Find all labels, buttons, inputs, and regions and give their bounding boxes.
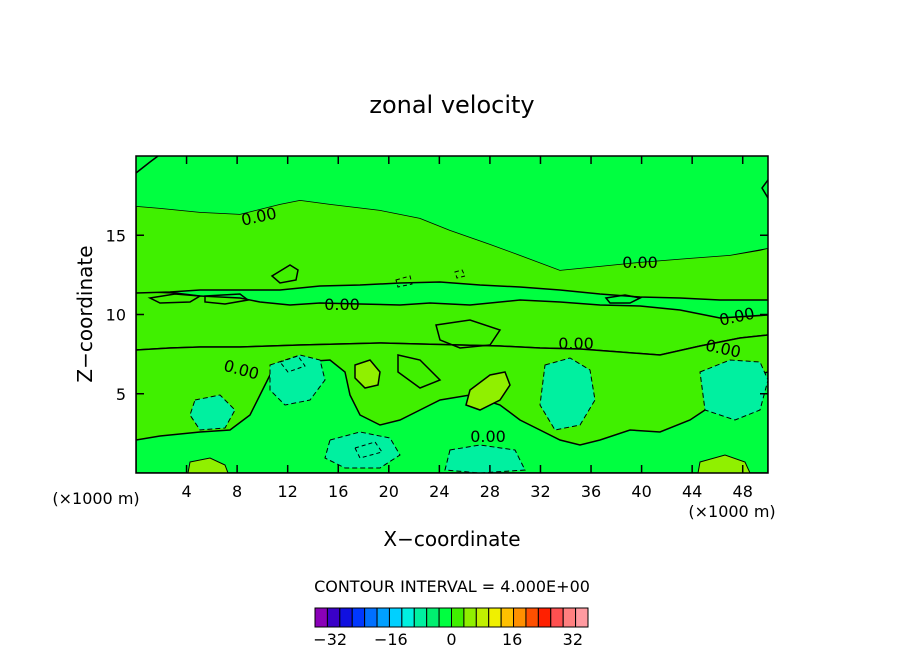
colorbar-swatch	[562, 607, 577, 628]
x-tick-label: 36	[581, 482, 601, 501]
y-tick-label: 5	[116, 385, 126, 404]
x-tick-label: 24	[429, 482, 449, 501]
colorbar-tick-label: 32	[563, 630, 583, 649]
y-axis-label: Z−coordinate	[73, 245, 97, 382]
colorbar-swatch	[413, 607, 428, 628]
contour-line	[136, 156, 159, 174]
colorbar-swatch	[537, 607, 552, 628]
x-tick-label: 28	[480, 482, 500, 501]
colorbar-swatch	[426, 607, 440, 628]
x-axis: 4 8 12 16 20 24 28 32 36 40 44 48	[181, 156, 753, 501]
colorbar-swatch	[475, 607, 490, 628]
colorbar-tick-label: 16	[502, 630, 522, 649]
x-tick-label: 44	[682, 482, 702, 501]
colorbar-swatch	[314, 607, 328, 628]
negative-region	[539, 357, 596, 431]
negative-region	[444, 444, 526, 473]
contour-line	[354, 441, 383, 459]
contour-label: 0.00	[558, 334, 594, 353]
colorbar-swatch	[326, 607, 341, 628]
colorbar-swatch	[401, 607, 415, 628]
y-tick-label: 15	[106, 226, 126, 245]
colorbar	[314, 607, 589, 628]
contour-line	[395, 275, 413, 288]
x-unit-label-right: (×1000 m)	[688, 502, 775, 521]
x-tick-label: 40	[631, 482, 651, 501]
x-tick-label: 8	[232, 482, 242, 501]
x-tick-label: 16	[328, 482, 348, 501]
colorbar-tick-label: −32	[313, 630, 347, 649]
negative-region	[269, 354, 326, 406]
contour-line	[435, 319, 502, 349]
colorbar-swatch	[525, 607, 539, 628]
contour-line	[604, 294, 643, 304]
y-axis: 5 10 15	[106, 226, 768, 404]
negative-region	[699, 359, 768, 421]
colorbar-swatch	[438, 607, 453, 628]
positive-core	[187, 457, 229, 473]
colorbar-swatch	[463, 607, 477, 628]
colorbar-swatch	[550, 607, 564, 628]
colorbar-labels: −32 −16 0 16 32	[313, 630, 583, 649]
contour-interval-label: CONTOUR INTERVAL = 4.000E+00	[314, 577, 590, 596]
colorbar-swatch	[339, 607, 353, 628]
x-tick-label: 20	[379, 482, 399, 501]
upper-zero-fill	[136, 156, 768, 270]
colorbar-swatch	[351, 607, 366, 628]
colorbar-swatch	[364, 607, 378, 628]
contour-line	[270, 264, 299, 284]
contour-field	[136, 156, 768, 473]
colorbar-swatch	[575, 607, 589, 628]
positive-core	[354, 359, 381, 389]
positive-core	[697, 454, 751, 473]
negative-region	[324, 431, 401, 469]
x-unit-label-left: (×1000 m)	[52, 489, 139, 508]
colorbar-swatch	[513, 607, 527, 628]
colorbar-tick-label: 0	[446, 630, 456, 649]
contour-label: 0.00	[622, 253, 658, 272]
x-tick-label: 12	[278, 482, 298, 501]
contour-line	[397, 354, 442, 389]
negative-region	[189, 394, 236, 431]
contour-line	[147, 293, 203, 304]
contour-line	[204, 293, 250, 305]
contour-line	[761, 179, 768, 199]
chart-title: zonal velocity	[369, 91, 534, 119]
contour-label: 0.00	[470, 427, 506, 446]
positive-core	[465, 371, 511, 411]
colorbar-swatch	[451, 607, 465, 628]
colorbar-tick-label: −16	[374, 630, 408, 649]
colorbar-swatch	[500, 607, 515, 628]
colorbar-swatch	[488, 607, 502, 628]
contour-line	[279, 355, 306, 373]
y-tick-label: 10	[106, 306, 126, 325]
x-tick-label: 32	[530, 482, 550, 501]
colorbar-swatch	[388, 607, 403, 628]
contour-label: 0.00	[324, 295, 360, 314]
contour-line	[454, 269, 466, 279]
colorbar-swatch	[376, 607, 390, 628]
x-tick-label: 48	[733, 482, 753, 501]
x-tick-label: 4	[181, 482, 191, 501]
x-axis-label: X−coordinate	[383, 527, 520, 551]
